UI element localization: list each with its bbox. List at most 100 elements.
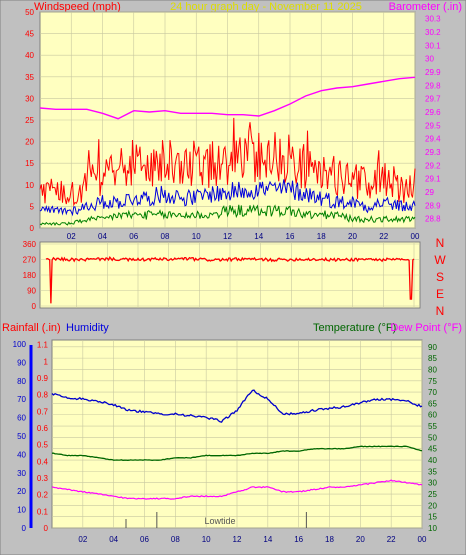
compass-label: W: [434, 253, 446, 267]
direction-tick-label: 180: [23, 271, 37, 280]
temperature-tick-label: 10: [428, 524, 437, 533]
humidity-tick-label: 70: [17, 395, 26, 404]
lower-hour-label: 20: [356, 535, 365, 544]
humidity-tick-label: 90: [17, 358, 26, 367]
tide-label: Lowtide: [204, 516, 235, 526]
wind-hour-label: 14: [254, 232, 263, 241]
direction-tick-label: 90: [27, 287, 36, 296]
barometer-tick-label: 29.9: [425, 68, 441, 77]
temperature-tick-label: 65: [428, 399, 437, 408]
barometer-right-axis: 30.3 30.2 30.1 30 29.9 29.8 29.7 29.6 29.5 29.4 29…: [425, 15, 441, 224]
direction-tick-label: 0: [32, 302, 37, 311]
lower-hour-label: 18: [325, 535, 334, 544]
temperature-tick-label: 80: [428, 365, 437, 374]
wind-tick-label: 5: [30, 202, 35, 211]
wind-hour-label: 08: [161, 232, 170, 241]
compass-label: E: [436, 287, 444, 301]
temperature-tick-label: 30: [428, 479, 437, 488]
chart-title: 24 hour graph day - November 11 2025: [170, 1, 362, 13]
temperature-axis-title: Temperature (°F): [313, 322, 396, 334]
lower-hour-label: 10: [202, 535, 211, 544]
humidity-tick-label: 50: [17, 432, 26, 441]
dewpoint-axis-title: Dew Point (°F): [390, 322, 462, 334]
barometer-tick-label: 28.8: [425, 215, 441, 224]
compass-label: S: [436, 270, 444, 284]
temperature-tick-label: 55: [428, 422, 437, 431]
wind-series: [39, 76, 416, 227]
temperature-tick-label: 90: [428, 343, 437, 352]
temperature-tick-label: 15: [428, 513, 437, 522]
barometer-line: [39, 76, 416, 120]
wind-tick-label: 50: [25, 8, 34, 17]
wind-hour-label: 16: [286, 232, 295, 241]
barometer-tick-label: 29: [425, 188, 434, 197]
humidity-tick-label: 30: [17, 469, 26, 478]
temperature-tick-label: 20: [428, 501, 437, 510]
rain-tick-label: 0.4: [37, 457, 49, 466]
lower-hour-label: 04: [109, 535, 118, 544]
direction-left-axis: 360 270 180 90 0: [23, 240, 37, 311]
humidity-line: [51, 389, 423, 423]
wind-hour-label: 18: [317, 232, 326, 241]
direction-tick-label: 270: [23, 256, 37, 265]
wind-tick-label: 35: [25, 73, 34, 82]
wind-tick-label: 15: [25, 159, 34, 168]
lower-hour-label: 12: [233, 535, 242, 544]
barometer-tick-label: 30.2: [425, 28, 441, 37]
barometer-tick-label: 30: [425, 55, 434, 64]
temperature-tick-label: 70: [428, 388, 437, 397]
humidity-tick-label: 60: [17, 414, 26, 423]
wind-gridlines: [40, 11, 416, 229]
humidity-tick-label: 20: [17, 487, 26, 496]
rain-tick-label: 1.1: [37, 341, 49, 350]
humidity-axis-title: Humidity: [66, 322, 109, 334]
barometer-tick-label: 29.2: [425, 161, 441, 170]
rain-tick-label: 0.8: [37, 391, 49, 400]
humidity-tick-label: 40: [17, 450, 26, 459]
temperature-tick-label: 50: [428, 433, 437, 442]
temperature-tick-label: 35: [428, 467, 437, 476]
lower-hour-label: 16: [294, 535, 303, 544]
barometer-tick-label: 29.8: [425, 81, 441, 90]
wind-hour-label: 06: [129, 232, 138, 241]
lower-hour-label: 06: [140, 535, 149, 544]
lower-series: [51, 389, 423, 528]
temperature-tick-label: 25: [428, 490, 437, 499]
wind-tick-label: 45: [25, 30, 34, 39]
windspeed-axis-title: Windspeed (mph): [34, 1, 121, 13]
rain-tick-label: 0.1: [37, 507, 49, 516]
wind-hour-label: 04: [98, 232, 107, 241]
barometer-axis-title: Barometer (.in): [389, 1, 462, 13]
wind-hour-label: 10: [192, 232, 201, 241]
wind-hour-label: 02: [67, 232, 76, 241]
temperature-tick-label: 60: [428, 411, 437, 420]
barometer-tick-label: 30.1: [425, 41, 441, 50]
temperature-tick-label: 40: [428, 456, 437, 465]
wind-tick-label: 0: [30, 224, 35, 233]
rain-axis: 1.1 1 0.9 0.8 0.7 0.6 0.5 0.4 0.3 0.2 0.1 0: [37, 341, 49, 533]
rain-tick-label: 0.5: [37, 441, 49, 450]
wind-tick-label: 10: [25, 181, 34, 190]
temperature-line: [52, 445, 423, 461]
humidity-tick-label: 10: [17, 506, 26, 515]
wind-tick-label: 25: [25, 116, 34, 125]
lower-hour-label: 08: [171, 535, 180, 544]
wind-tick-label: 20: [25, 138, 34, 147]
lower-hour-label: 14: [263, 535, 272, 544]
direction-tick-label: 360: [23, 240, 37, 249]
lower-x-axis: 02 04 06 08 10 12 14 16 18 20 22 00: [78, 535, 427, 544]
barometer-tick-label: 29.1: [425, 175, 441, 184]
temperature-tick-label: 45: [428, 445, 437, 454]
dewpoint-line: [51, 479, 423, 500]
wind-hour-label: 20: [348, 232, 357, 241]
barometer-tick-label: 29.7: [425, 95, 441, 104]
wind-average-line: [39, 179, 416, 217]
barometer-tick-label: 28.9: [425, 201, 441, 210]
temperature-axis: 90 85 80 75 70 65 60 55 50 45 40 35 30 25 20 15 10: [428, 343, 437, 533]
compass-label: N: [436, 236, 445, 250]
rain-tick-label: 1: [44, 357, 49, 366]
